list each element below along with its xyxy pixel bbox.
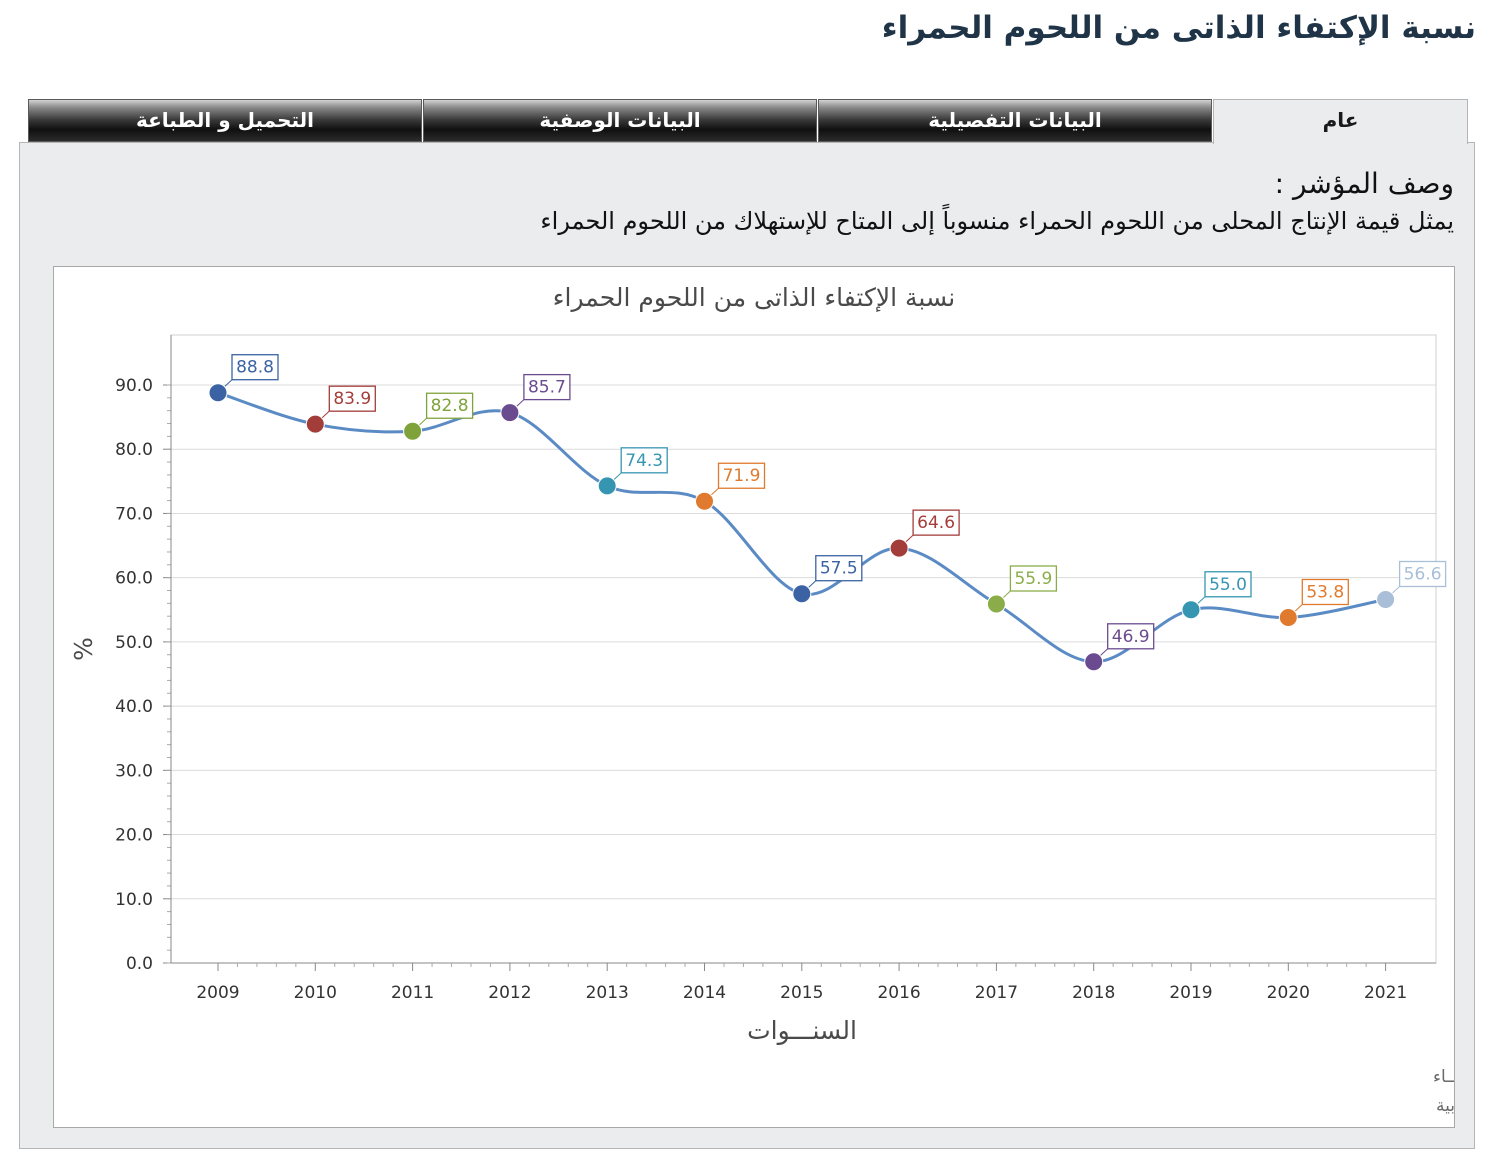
data-label-box	[1398, 560, 1447, 588]
indicator-description-label: وصف المؤشر :	[1274, 167, 1454, 200]
data-point	[695, 491, 714, 511]
x-tick-label: 2019	[1169, 983, 1212, 1003]
data-label-box	[231, 354, 279, 381]
data-label-box	[523, 373, 571, 401]
data-point	[403, 421, 423, 441]
y-tick-label: 0.0	[126, 954, 153, 974]
data-point	[1376, 590, 1396, 610]
y-tick-label: 40.0	[115, 697, 153, 717]
data-label: 85.7	[528, 378, 566, 398]
data-label: 83.9	[333, 389, 371, 409]
data-label: 55.0	[1209, 575, 1247, 595]
data-label: 55.9	[1014, 569, 1052, 589]
x-tick-label: 2016	[877, 983, 920, 1003]
x-tick-label: 2015	[780, 983, 823, 1003]
data-label-box	[717, 462, 766, 489]
data-label: 56.6	[1404, 565, 1442, 585]
data-point	[1278, 607, 1298, 627]
data-point	[597, 476, 617, 496]
data-label-box	[620, 447, 668, 474]
tab-general[interactable]: عام	[1213, 99, 1468, 144]
data-label-box	[1204, 571, 1252, 598]
data-label: 53.8	[1306, 582, 1344, 602]
data-label: 88.8	[236, 358, 274, 378]
chart-grid	[171, 384, 1436, 900]
data-point	[500, 403, 520, 423]
y-tick-label: 90.0	[115, 376, 153, 396]
data-label-box	[425, 392, 474, 419]
y-tick-label: 80.0	[115, 440, 153, 460]
y-tick-label: 30.0	[115, 761, 153, 781]
data-label-box	[1009, 565, 1058, 592]
chart-footnote-copyright: حقوق الملكية للجهـــاز المركزي للتعبئة ا…	[1433, 1066, 1454, 1087]
x-axis-title: السنـــوات	[747, 1016, 857, 1045]
data-point	[792, 584, 812, 604]
series-line	[217, 391, 1386, 664]
x-tick-label: 2013	[586, 983, 629, 1003]
tab-panel: وصف المؤشر : يمثل قيمة الإنتاج المحلى من…	[19, 142, 1475, 1149]
y-axis-title: %	[69, 637, 98, 661]
data-point	[986, 594, 1006, 614]
chart-axes: 0.0 10.0 20.0 30.0 40.0 50.0 60.0 70.0 80.0 90.0 2…	[115, 335, 1436, 1003]
indicator-description-text: يمثل قيمة الإنتاج المحلى من اللحوم الحمر…	[540, 207, 1454, 235]
x-tick-label: 2011	[391, 983, 434, 1003]
data-label: 57.5	[820, 559, 858, 579]
x-tick-label: 2017	[975, 983, 1018, 1003]
data-label: 64.6	[917, 513, 955, 533]
tab-detailed-data[interactable]: البيانات التفصيلية	[818, 99, 1212, 142]
page-title: نسبة الإكتفاء الذاتى من اللحوم الحمراء	[881, 10, 1476, 46]
y-tick-label: 60.0	[115, 569, 153, 589]
data-point	[1084, 652, 1104, 672]
data-label: 71.9	[723, 466, 761, 486]
x-tick-label: 2009	[196, 983, 239, 1003]
y-tick-label: 70.0	[115, 504, 153, 524]
tab-download-print[interactable]: التحميل و الطباعة	[28, 99, 422, 142]
tab-bar: التحميل و الطباعة البيانات الوصفية البيا…	[28, 99, 1468, 144]
data-label: 74.3	[625, 451, 663, 471]
data-label-box	[912, 509, 960, 536]
data-label-box	[1301, 578, 1349, 606]
chart-title: نسبة الإكتفاء الذاتى من اللحوم الحمراء	[553, 283, 955, 312]
data-point	[1181, 600, 1201, 620]
tab-metadata[interactable]: البيانات الوصفية	[423, 99, 817, 142]
y-tick-label: 10.0	[115, 890, 153, 910]
data-points	[208, 383, 1396, 672]
x-tick-label: 2014	[683, 983, 726, 1003]
y-tick-label: 20.0	[115, 826, 153, 846]
y-tick-label: 50.0	[115, 633, 153, 653]
data-labels: 88.8 83.9 82.8 85.7 74.3 71.9 57.5 64.6 55.9 46.9…	[217, 354, 1447, 663]
x-tick-label: 2010	[294, 983, 337, 1003]
data-label-box	[815, 555, 863, 582]
data-label-box	[328, 385, 376, 412]
data-point	[305, 414, 325, 434]
data-label: 46.9	[1112, 627, 1150, 647]
x-tick-label: 2021	[1364, 983, 1407, 1003]
chart-container: 0.0 10.0 20.0 30.0 40.0 50.0 60.0 70.0 80.0 90.0 2…	[53, 266, 1455, 1128]
data-label-box	[1107, 623, 1155, 650]
line-chart: 0.0 10.0 20.0 30.0 40.0 50.0 60.0 70.0 80.0 90.0 2…	[69, 283, 1454, 1116]
chart-footnote-source: المصدر الأساسي للأحصاءات الرسمية لجمهوري…	[1436, 1095, 1454, 1116]
data-point	[208, 383, 228, 403]
x-tick-label: 2018	[1072, 983, 1115, 1003]
data-label: 82.8	[431, 396, 469, 416]
data-point	[889, 538, 909, 558]
x-tick-label: 2012	[488, 983, 531, 1003]
x-tick-label: 2020	[1267, 983, 1310, 1003]
